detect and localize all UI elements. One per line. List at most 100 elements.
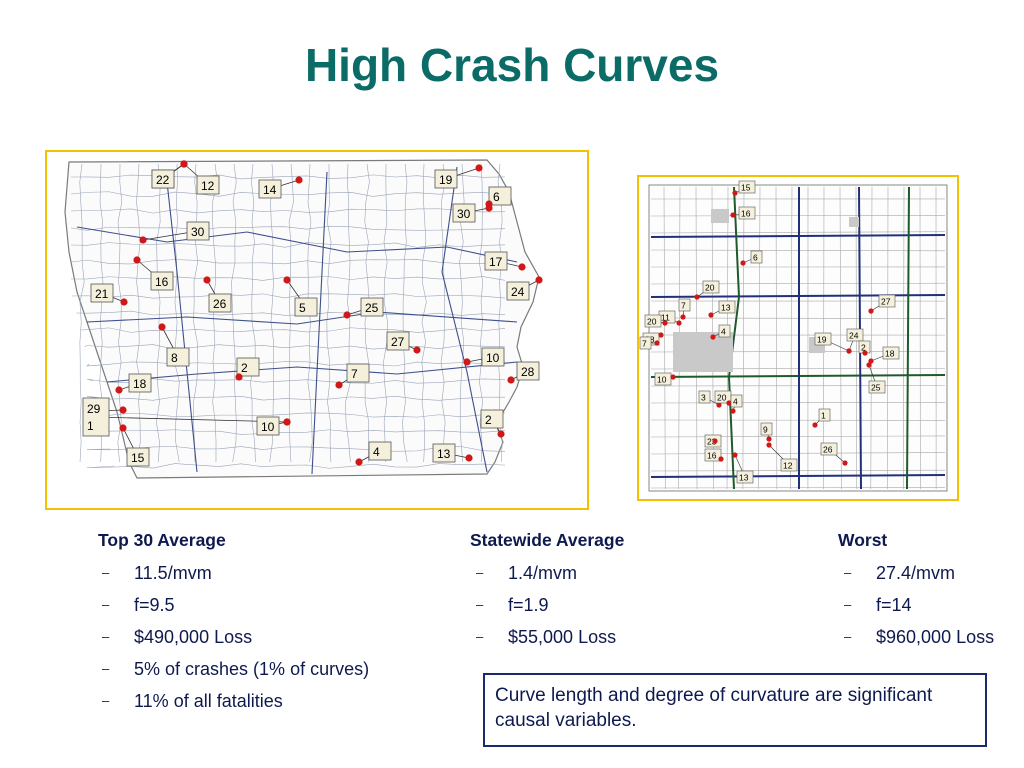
road — [70, 225, 506, 231]
road — [269, 163, 274, 463]
crash-site-callout: 14 — [258, 176, 303, 199]
crash-marker — [862, 350, 868, 356]
road — [193, 163, 199, 463]
road — [136, 163, 141, 463]
callout-box — [128, 373, 152, 393]
callout-box — [82, 397, 110, 437]
crash-site-callout: 25 — [343, 297, 384, 319]
crash-marker — [708, 312, 714, 318]
crash-marker — [730, 408, 736, 414]
list-item-text: f=1.9 — [508, 595, 549, 615]
statewide-list: – 1.4/mvm – f=1.9 – $55,000 Loss — [470, 562, 690, 648]
road — [440, 163, 446, 463]
callout-label: 20 — [717, 393, 727, 403]
road — [70, 242, 506, 248]
county-callout: 10 — [654, 372, 676, 386]
highway-network — [76, 166, 518, 475]
crash-marker — [158, 323, 166, 331]
callout-label: 18 — [885, 349, 895, 359]
road — [76, 310, 506, 316]
list-item: – f=14 — [838, 594, 1008, 616]
county-road — [775, 186, 778, 490]
callout-label: 2 — [485, 413, 492, 427]
county-road — [903, 186, 905, 490]
conclusion-box: Curve length and degree of curvature are… — [483, 673, 987, 747]
callout-box — [780, 458, 798, 472]
bullet-dash: – — [476, 597, 484, 612]
crash-site-callout: 15 — [119, 424, 150, 467]
state-map: 9121419630301716242126525271082718282029… — [45, 150, 589, 510]
callout-label: 16 — [155, 275, 169, 289]
crash-site-callout: 5 — [283, 276, 318, 317]
road — [383, 163, 388, 463]
top30-column: Top 30 Average – 11.5/mvm – f=9.5 – $490,00… — [98, 530, 388, 712]
road — [86, 463, 506, 469]
callout-box — [488, 186, 512, 206]
callout-label: 12 — [201, 179, 215, 193]
callout-box — [868, 380, 886, 394]
bullet-dash: – — [844, 629, 852, 644]
callout-label: 10 — [261, 420, 275, 434]
list-item-text: $55,000 Loss — [508, 627, 617, 647]
callout-box — [718, 300, 736, 314]
crash-site-callout: 13 — [432, 443, 473, 463]
list-item: – f=9.5 — [96, 594, 386, 616]
county-map-svg: 1516620713114202871924218102532041239261… — [639, 180, 948, 492]
page-title: High Crash Curves — [304, 39, 720, 91]
crash-marker — [868, 308, 874, 314]
county-road — [887, 186, 889, 490]
worst-heading: Worst — [838, 530, 888, 550]
crash-marker — [766, 436, 772, 442]
callout-label: 13 — [721, 303, 731, 313]
crash-marker — [676, 320, 682, 326]
callout-label: 6 — [753, 253, 758, 263]
crash-site-callout: 291 — [82, 397, 291, 437]
callout-label: 11 — [661, 313, 670, 323]
urban-areas — [673, 209, 859, 372]
crash-site-callout: 24 — [506, 276, 543, 301]
callout-label: 1 — [821, 411, 826, 421]
callout-box — [346, 363, 370, 383]
bullet-dash: – — [102, 565, 110, 580]
crash-site-callout: 7 — [335, 363, 370, 389]
callout-box — [484, 251, 508, 271]
callout-box — [208, 293, 232, 313]
callout-box — [882, 346, 900, 360]
crash-marker — [139, 236, 147, 244]
urban-area — [673, 332, 733, 372]
callout-label: 16 — [741, 209, 751, 219]
county-callout: 24 — [846, 328, 864, 354]
crash-marker — [812, 422, 818, 428]
county-callout: 7 — [639, 336, 660, 350]
callout-label: 28 — [521, 365, 535, 379]
highway — [166, 181, 198, 473]
callout-box — [704, 448, 722, 462]
list-item: – 11.5/mvm — [96, 562, 386, 584]
road — [156, 163, 161, 463]
callout-label: 19 — [439, 173, 453, 187]
callout-label: 1 — [87, 419, 94, 433]
callout-box — [481, 347, 505, 367]
list-item: – f=1.9 — [470, 594, 690, 616]
callout-box — [820, 442, 838, 456]
crash-marker — [283, 276, 291, 284]
callout-label: 10 — [486, 351, 500, 365]
callout-label: 25 — [871, 383, 881, 393]
county-callout: 11 — [658, 310, 682, 326]
bullet-dash: – — [476, 565, 484, 580]
county-callouts: 1516620713114202871924218102532041239261… — [639, 180, 900, 484]
crash-site-callout: 16 — [133, 256, 174, 291]
callout-box — [718, 324, 731, 338]
callout-label: 29 — [87, 402, 101, 416]
county-callout: 1 — [812, 408, 831, 428]
callout-label: 26 — [823, 445, 833, 455]
callout-box — [678, 298, 691, 312]
callout-label: 17 — [489, 255, 503, 269]
crash-marker — [497, 430, 505, 438]
top30-heading: Top 30 Average — [98, 530, 226, 550]
crash-marker — [866, 362, 872, 368]
crash-marker — [120, 298, 128, 306]
callout-label: 12 — [783, 461, 793, 471]
list-item-text: $960,000 Loss — [876, 627, 995, 647]
callout-box — [736, 470, 754, 484]
